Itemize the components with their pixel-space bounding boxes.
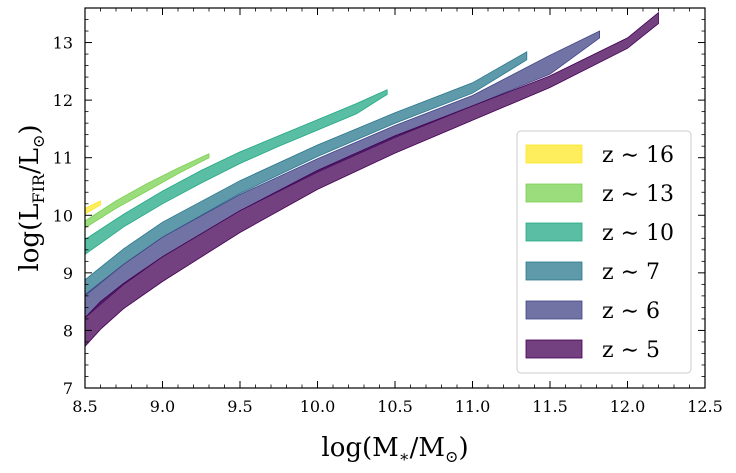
band-z10: [84, 89, 388, 256]
x-tick-label: 12.0: [610, 397, 646, 416]
legend-label-z10: z ∼ 10: [602, 221, 674, 246]
y-tick-label: 12: [53, 91, 73, 110]
legend-label-z6: z ∼ 6: [602, 299, 660, 324]
x-tick-label: 11.0: [455, 397, 491, 416]
legend-swatch-z7: [525, 261, 583, 281]
plot-frame: [84, 7, 706, 389]
band-z5: [84, 11, 659, 348]
legend-swatch-z5: [525, 339, 583, 359]
legend-swatch-z10: [525, 222, 583, 242]
x-tick-label: 10.0: [300, 397, 336, 416]
band-z13: [84, 153, 210, 229]
x-tick-label: 9.0: [150, 397, 175, 416]
legend-label-z7: z ∼ 7: [602, 260, 660, 285]
y-tick-label: 8: [63, 321, 73, 340]
legend-swatch-z6: [525, 300, 583, 320]
x-tick-label: 12.5: [687, 397, 723, 416]
legend-label-z13: z ∼ 13: [602, 182, 674, 207]
x-tick-label: 9.5: [227, 397, 252, 416]
legend-label-z5: z ∼ 5: [602, 338, 660, 363]
y-tick-label: 11: [53, 149, 73, 168]
x-tick-label: 11.5: [532, 397, 568, 416]
x-tick-label: 10.5: [377, 397, 413, 416]
y-tick-label: 7: [63, 379, 73, 398]
y-tick-label: 10: [53, 206, 73, 225]
x-axis-label: log(M∗/M⊙): [321, 433, 468, 466]
x-tick-label: 8.5: [72, 397, 97, 416]
legend-swatch-z16: [525, 144, 583, 164]
y-axis-label: log(LFIR/L⊙): [15, 124, 48, 271]
legend-swatch-z13: [525, 183, 583, 203]
bands-layer: [84, 11, 659, 348]
legend: z ∼ 16 z ∼ 13 z ∼ 10 z ∼ 7 z ∼ 6 z ∼ 5: [516, 130, 692, 374]
y-tick-label: 13: [53, 34, 73, 53]
legend-label-z16: z ∼ 16: [602, 143, 674, 168]
y-tick-label: 9: [63, 264, 73, 283]
